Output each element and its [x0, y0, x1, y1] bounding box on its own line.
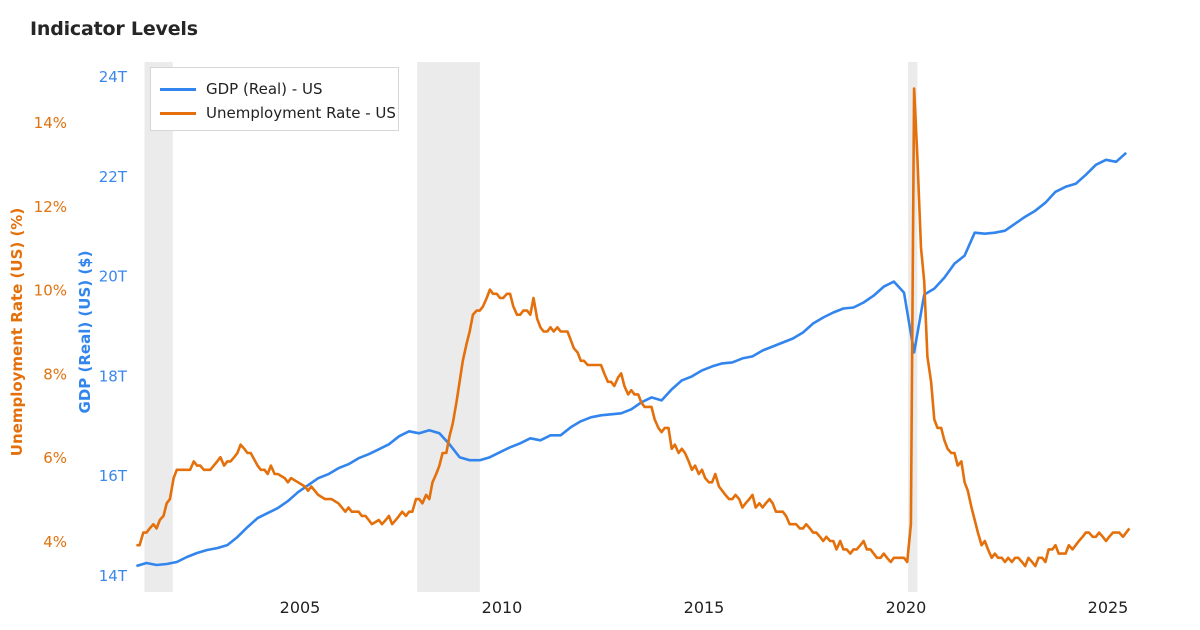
legend-item-unemployment[interactable]: Unemployment Rate - US — [160, 103, 396, 123]
recession-bands — [144, 62, 918, 592]
chart-title: Indicator Levels — [30, 18, 198, 40]
legend-label-gdp: GDP (Real) - US — [206, 80, 323, 98]
gdp-tick-label: 22T — [99, 168, 128, 186]
unemployment-axis-ticks: 4% 6% 8% 10% 12% 14% — [34, 114, 67, 551]
x-tick-label: 2015 — [684, 598, 725, 617]
unemployment-tick-label: 4% — [43, 533, 67, 551]
unemployment-axis-title: Unemployment Rate (US) (%) — [8, 208, 26, 456]
x-tick-label: 2010 — [482, 598, 523, 617]
legend-item-gdp[interactable]: GDP (Real) - US — [160, 79, 322, 99]
unemployment-tick-label: 8% — [43, 365, 67, 383]
gdp-axis-ticks: 14T 16T 18T 20T 22T 24T — [99, 68, 128, 585]
unemployment-tick-label: 6% — [43, 449, 67, 467]
x-axis-ticks: 2005 2010 2015 2020 2025 — [280, 598, 1129, 617]
unemployment-tick-label: 10% — [34, 282, 67, 300]
legend-label-unemployment: Unemployment Rate - US — [206, 104, 396, 122]
chart-legend: GDP (Real) - US Unemployment Rate - US — [150, 67, 399, 131]
gdp-tick-label: 18T — [99, 367, 128, 385]
unemployment-tick-label: 12% — [34, 198, 67, 216]
gdp-axis-title: GDP (Real) (US) ($) — [76, 251, 94, 414]
gdp-legend-swatch — [160, 87, 196, 91]
gdp-tick-label: 16T — [99, 467, 128, 485]
x-tick-label: 2020 — [886, 598, 927, 617]
unemployment-tick-label: 14% — [34, 114, 67, 132]
recession-band — [144, 62, 173, 592]
unemployment-legend-swatch — [160, 111, 196, 115]
x-tick-label: 2025 — [1088, 598, 1129, 617]
gdp-tick-label: 24T — [99, 68, 128, 86]
gdp-tick-label: 20T — [99, 268, 128, 286]
unemployment-series-line — [136, 87, 1131, 568]
x-tick-label: 2005 — [280, 598, 321, 617]
gdp-tick-label: 14T — [99, 567, 128, 585]
gdp-series-line — [136, 151, 1128, 568]
